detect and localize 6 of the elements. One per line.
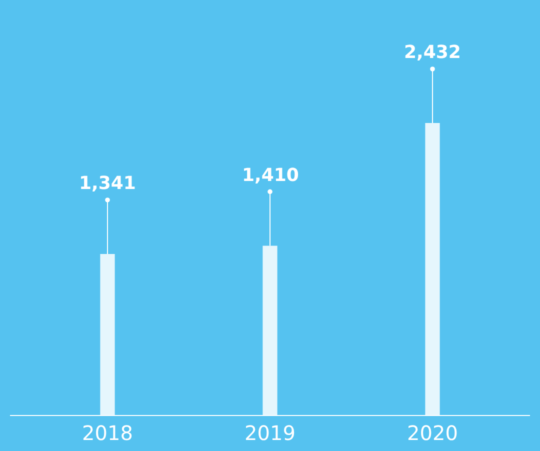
data-label: 2,432: [404, 42, 461, 63]
data-label: 1,410: [242, 165, 299, 186]
data-label: 1,341: [79, 173, 136, 194]
x-tick-label: 2018: [82, 421, 133, 445]
x-tick-label: 2019: [244, 421, 296, 445]
x-tick-label: 2020: [407, 421, 458, 445]
